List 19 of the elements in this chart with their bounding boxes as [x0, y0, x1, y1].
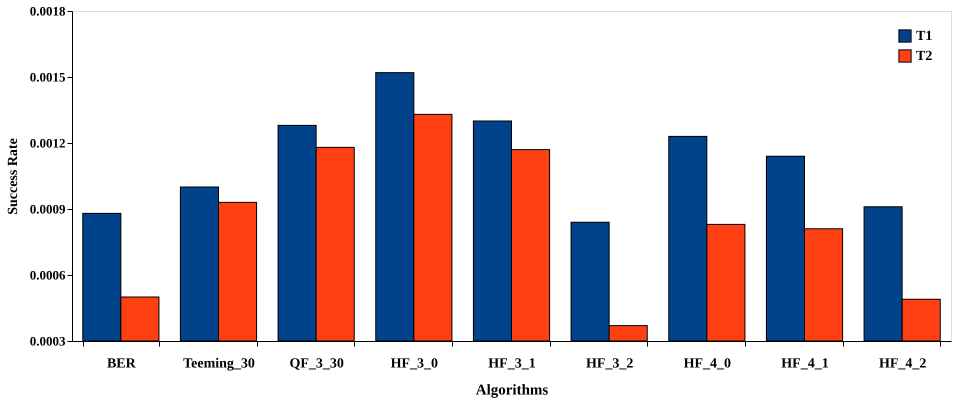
x-tick-label: HF_3_2 — [586, 356, 634, 372]
y-tick-label: 0.0006 — [30, 268, 66, 282]
y-tick-label: 0.0015 — [30, 70, 66, 84]
x-axis-title: Algorithms — [476, 382, 548, 398]
x-tick-label: QF_3_30 — [289, 356, 344, 372]
x-tick-label: HF_4_1 — [781, 356, 829, 372]
legend-label: T2 — [916, 49, 932, 64]
x-tick-label: Teeming_30 — [183, 356, 255, 372]
x-tick-label: HF_4_2 — [878, 356, 926, 372]
legend-label: T1 — [916, 29, 932, 44]
x-tick-label: HF_3_1 — [488, 356, 536, 372]
y-tick-label: 0.0003 — [30, 334, 66, 348]
y-tick-label: 0.0012 — [30, 136, 66, 150]
x-tick-label: BER — [106, 356, 137, 372]
x-tick-label: HF_4_0 — [684, 356, 732, 372]
x-tick-label: HF_3_0 — [390, 356, 438, 372]
y-tick-label: 0.0018 — [30, 4, 66, 18]
y-axis-title: Success Rate — [6, 138, 21, 215]
y-tick-label: 0.0009 — [30, 202, 66, 216]
